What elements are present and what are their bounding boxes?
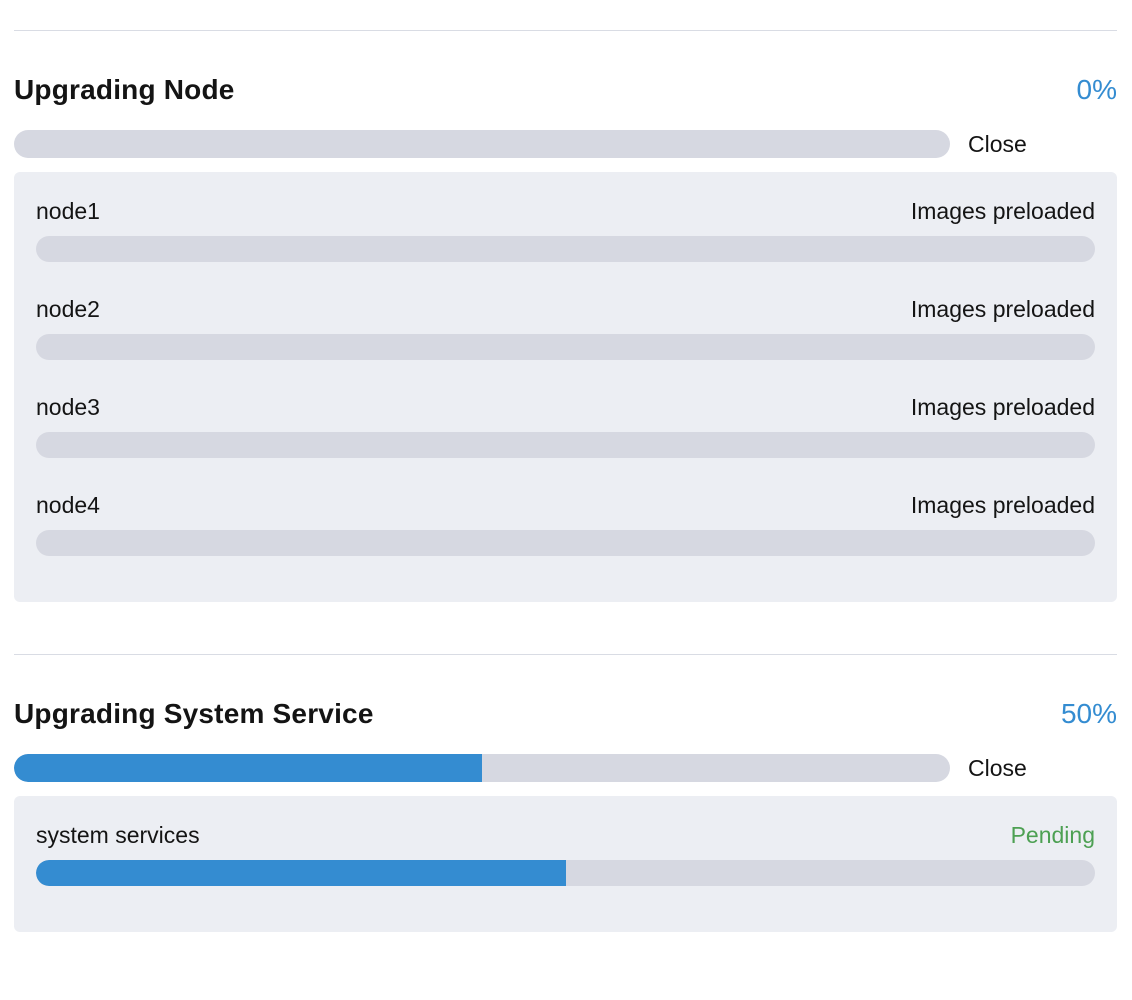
section-title: Upgrading Node <box>14 74 235 105</box>
node-progress-row: node2 Images preloaded <box>36 294 1095 360</box>
service-progress-bar <box>36 860 1095 886</box>
upgrade-status-page: Upgrading Node 0% Close node1 Images pre… <box>0 30 1132 932</box>
node-progress-row: node1 Images preloaded <box>36 196 1095 262</box>
node-progress-bar <box>36 530 1095 556</box>
node-name: node4 <box>36 492 100 518</box>
node-status: Images preloaded <box>910 394 1095 420</box>
overall-percent: 50% <box>1060 698 1117 729</box>
section-header: Upgrading Node 0% <box>14 70 1117 110</box>
overall-progress-row: Close <box>14 754 1117 782</box>
overall-percent: 0% <box>1076 74 1117 105</box>
overall-progress-bar <box>14 130 950 158</box>
node-progress-bar <box>36 236 1095 262</box>
node-progress-bar <box>36 432 1095 458</box>
node-progress-bar <box>36 334 1095 360</box>
overall-progress-row: Close <box>14 130 1117 158</box>
close-button[interactable]: Close <box>968 131 1027 157</box>
section-upgrading-system-service: Upgrading System Service 50% Close syste… <box>14 654 1117 932</box>
close-button[interactable]: Close <box>968 755 1027 781</box>
section-header: Upgrading System Service 50% <box>14 694 1117 734</box>
section-title: Upgrading System Service <box>14 698 374 729</box>
node-progress-row: node4 Images preloaded <box>36 490 1095 556</box>
section-divider <box>14 30 1117 31</box>
node-name: node2 <box>36 296 100 322</box>
node-status: Images preloaded <box>910 492 1095 518</box>
service-status: Pending <box>1010 822 1095 848</box>
node-name: node3 <box>36 394 100 420</box>
node-progress-panel: node1 Images preloaded node2 Images prel… <box>14 172 1117 602</box>
service-name: system services <box>36 822 200 848</box>
overall-progress-fill <box>14 754 482 782</box>
service-progress-panel: system services Pending <box>14 796 1117 932</box>
overall-progress-bar <box>14 754 950 782</box>
node-name: node1 <box>36 198 100 224</box>
section-divider <box>14 654 1117 655</box>
service-progress-fill <box>36 860 566 886</box>
node-progress-row: node3 Images preloaded <box>36 392 1095 458</box>
section-upgrading-node: Upgrading Node 0% Close node1 Images pre… <box>14 30 1117 602</box>
node-status: Images preloaded <box>910 296 1095 322</box>
node-status: Images preloaded <box>910 198 1095 224</box>
service-progress-row: system services Pending <box>36 820 1095 886</box>
